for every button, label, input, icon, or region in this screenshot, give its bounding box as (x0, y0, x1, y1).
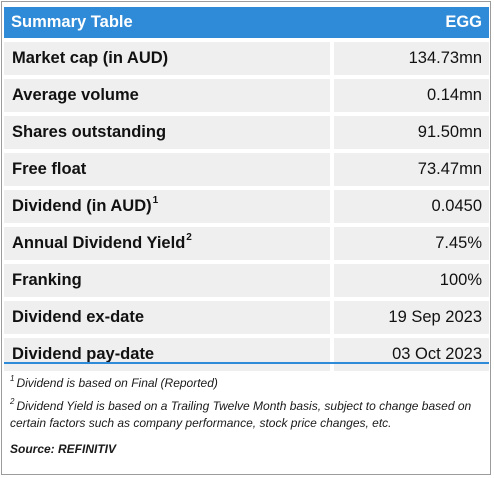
table-row: Average volume 0.14mn (4, 77, 489, 114)
row-value: 0.0450 (334, 190, 489, 223)
footnote: 1 Dividend is based on Final (Reported) (10, 371, 488, 392)
table-row: Franking 100% (4, 262, 489, 299)
row-label: Dividend pay-date (4, 338, 330, 371)
table-header: Summary Table EGG (4, 7, 489, 38)
footnote-text: Dividend is based on Final (Reported) (16, 376, 218, 390)
summary-rows: Market cap (in AUD) 134.73mn Average vol… (4, 40, 489, 373)
footnote: 2 Dividend Yield is based on a Trailing T… (10, 394, 488, 432)
row-label: Shares outstanding (4, 116, 330, 149)
table-row: Free float 73.47mn (4, 151, 489, 188)
row-label: Average volume (4, 79, 330, 112)
row-label: Franking (4, 264, 330, 297)
source-line: Source: REFINITIV (10, 442, 117, 456)
footnote-text: Dividend Yield is based on a Trailing Tw… (10, 399, 472, 430)
row-value: 19 Sep 2023 (334, 301, 489, 334)
row-label: Free float (4, 153, 330, 186)
row-label: Annual Dividend Yield2 (4, 227, 330, 260)
footnote-number: 2 (10, 397, 15, 406)
footnote-marker: 2 (186, 231, 192, 243)
ticker-symbol: EGG (445, 13, 482, 31)
table-row: Shares outstanding 91.50mn (4, 114, 489, 151)
row-value: 0.14mn (334, 79, 489, 112)
table-bottom-rule (4, 362, 489, 364)
table-row: Dividend (in AUD)1 0.0450 (4, 188, 489, 225)
row-value: 03 Oct 2023 (334, 338, 489, 371)
row-value: 134.73mn (334, 42, 489, 75)
row-value: 91.50mn (334, 116, 489, 149)
footnote-marker: 1 (152, 194, 159, 206)
table-row: Dividend ex-date 19 Sep 2023 (4, 299, 489, 336)
table-row: Annual Dividend Yield2 7.45% (4, 225, 489, 262)
footnote-number: 1 (10, 374, 15, 383)
table-row: Dividend pay-date 03 Oct 2023 (4, 336, 489, 373)
row-value: 73.47mn (334, 153, 489, 186)
row-label: Dividend ex-date (4, 301, 330, 334)
row-value: 7.45% (334, 227, 489, 260)
footnotes: 1 Dividend is based on Final (Reported) 2… (10, 371, 488, 432)
row-label: Dividend (in AUD)1 (4, 190, 330, 223)
table-row: Market cap (in AUD) 134.73mn (4, 40, 489, 77)
row-label: Market cap (in AUD) (4, 42, 330, 75)
table-title: Summary Table (11, 13, 133, 31)
row-value: 100% (334, 264, 489, 297)
